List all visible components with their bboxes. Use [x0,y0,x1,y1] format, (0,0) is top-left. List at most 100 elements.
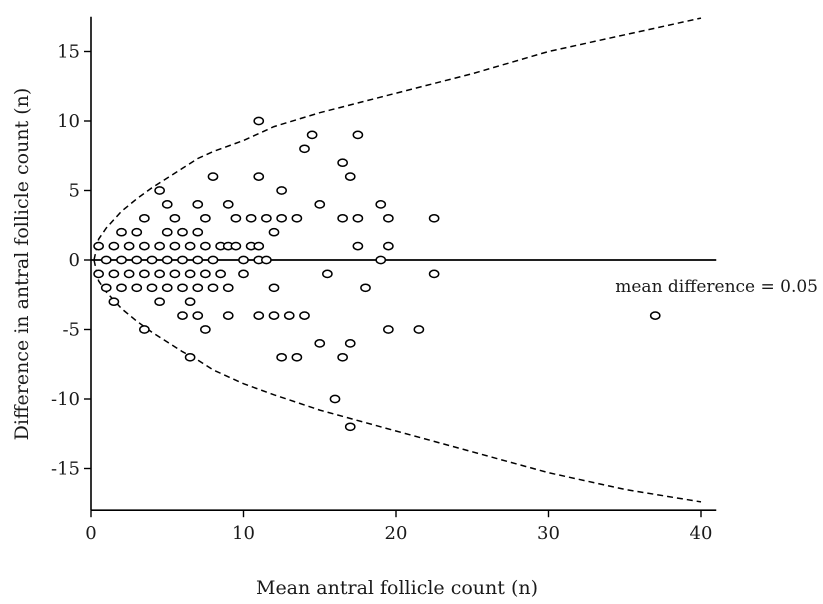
data-point [207,283,219,293]
y-tick-label: 15 [57,42,80,63]
data-point [139,241,150,251]
data-point [116,283,127,293]
data-point [184,297,196,307]
data-point [154,186,165,195]
data-point [375,255,387,265]
data-point [93,269,104,279]
x-ticks: 0 10 20 30 40 [85,510,712,544]
data-point [268,227,280,237]
x-tick-label: 20 [385,523,408,544]
data-point [215,269,226,279]
mean-difference-annotation: mean difference = 0.05 [615,277,818,297]
data-point [177,227,188,237]
data-point [230,213,242,223]
data-point [413,325,425,334]
data-point [352,130,364,140]
data-point [276,213,287,223]
data-point [253,311,265,320]
data-point [131,283,143,293]
data-point [322,269,333,279]
data-point [131,255,143,265]
data-point [123,269,135,279]
data-point [261,255,272,265]
data-point [123,241,135,251]
data-point [329,394,341,404]
limits-layer [93,17,702,503]
data-point [283,311,295,320]
x-tick-label: 40 [690,523,713,544]
data-point [276,352,287,362]
data-point [108,297,120,307]
data-point [161,200,173,209]
data-point [192,255,204,265]
data-point [192,227,204,237]
data-point [428,269,440,279]
data-point [146,255,158,265]
y-axis-title: Difference in antral follicle count (n) [11,88,33,441]
lower-limit-curve [93,259,702,503]
data-point [337,352,348,362]
data-point [184,352,196,362]
data-point [184,241,196,251]
upper-limit-curve [93,17,702,261]
data-point [337,158,348,168]
data-point [169,269,181,279]
data-point [131,227,143,237]
y-tick-label: -5 [62,320,80,341]
data-point [344,172,356,181]
data-point [200,269,211,279]
data-point [184,269,196,279]
data-point [230,241,242,251]
data-point [375,200,387,209]
data-point [207,172,219,181]
data-point [383,241,394,251]
y-tick-label: -10 [51,389,80,410]
data-point [649,311,661,320]
data-point [222,200,234,209]
data-point [383,213,394,223]
x-tick-label: 30 [537,523,560,544]
data-point [154,297,165,307]
data-point [93,241,104,251]
data-point [161,227,173,237]
data-point [306,130,318,140]
data-point [238,269,249,279]
x-axis-title: Mean antral follicle count (n) [256,577,538,599]
data-point [192,200,204,209]
y-ticks: -15 -10 -5 0 5 10 15 [51,42,91,480]
data-point [253,241,265,251]
data-point [314,200,326,209]
data-point [352,241,364,251]
data-point [100,255,112,265]
data-point [268,311,280,320]
data-point [139,269,150,279]
data-point [276,186,287,195]
data-point [337,213,348,223]
data-point [253,116,265,126]
data-point [207,255,219,265]
data-point [177,255,188,265]
data-point [161,255,173,265]
data-point [291,213,303,223]
data-point [116,227,127,237]
data-point [268,283,280,293]
data-point [360,283,371,293]
data-point [161,283,173,293]
x-tick-label: 0 [85,523,96,544]
data-point [314,339,326,348]
data-point [344,422,356,432]
data-point [253,172,265,181]
data-point [146,283,158,293]
y-tick-label: 0 [69,250,80,271]
data-point [177,311,188,320]
y-tick-label: 10 [57,111,80,132]
y-tick-label: 5 [69,181,80,202]
data-point [154,241,165,251]
data-point [169,213,181,223]
data-point [139,325,150,334]
data-point [108,241,120,251]
data-point [116,255,127,265]
data-point [428,213,440,223]
data-point [344,339,356,348]
